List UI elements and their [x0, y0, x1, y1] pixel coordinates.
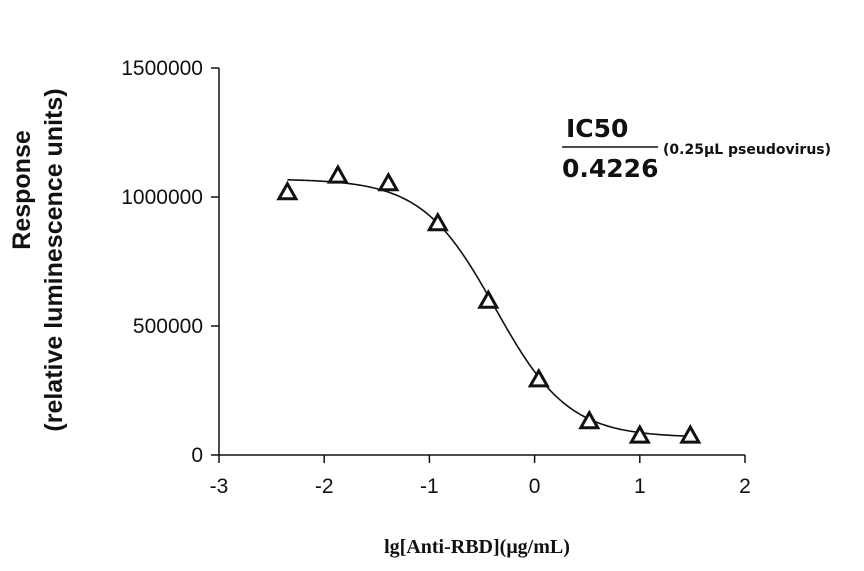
y-tick-label: 1000000 — [121, 186, 203, 209]
data-point — [426, 211, 449, 232]
x-axis-label: lg[Anti-RBD](μg/mL) — [384, 536, 570, 558]
x-tick-label: -2 — [315, 475, 334, 498]
ic50-annotation: IC50 0.4226 (0.25μL pseudovirus) — [562, 114, 831, 183]
y-axis-label-line-2: (relative luminescence units) — [40, 88, 68, 431]
data-point — [326, 164, 349, 184]
x-tick-label: -1 — [420, 475, 439, 498]
x-tick-label: 2 — [739, 475, 751, 498]
data-point — [276, 180, 299, 201]
data-point — [628, 424, 651, 444]
ic50-label: IC50 — [566, 114, 628, 143]
y-axis-label: Response (relative luminescence units) — [8, 88, 68, 431]
x-tick-label: 1 — [634, 475, 646, 498]
data-point — [377, 171, 400, 192]
data-point — [679, 424, 702, 444]
y-tick-label: 500000 — [133, 315, 203, 338]
data-point — [578, 409, 601, 430]
x-axis: -3 -2 -1 0 1 2 — [210, 454, 751, 498]
ic50-value: 0.4226 — [562, 154, 658, 183]
data-point — [527, 367, 550, 388]
y-axis: 0 500000 1000000 1500000 — [121, 57, 220, 467]
y-tick-label: 1500000 — [121, 57, 203, 80]
ic50-note: (0.25μL pseudovirus) — [663, 142, 831, 158]
y-axis-label-line-1: Response — [8, 130, 36, 250]
x-tick-label: 0 — [529, 475, 541, 498]
data-point — [477, 289, 500, 309]
x-tick-label: -3 — [210, 475, 229, 498]
y-tick-label: 0 — [191, 444, 203, 467]
data-points-layer — [276, 164, 702, 444]
